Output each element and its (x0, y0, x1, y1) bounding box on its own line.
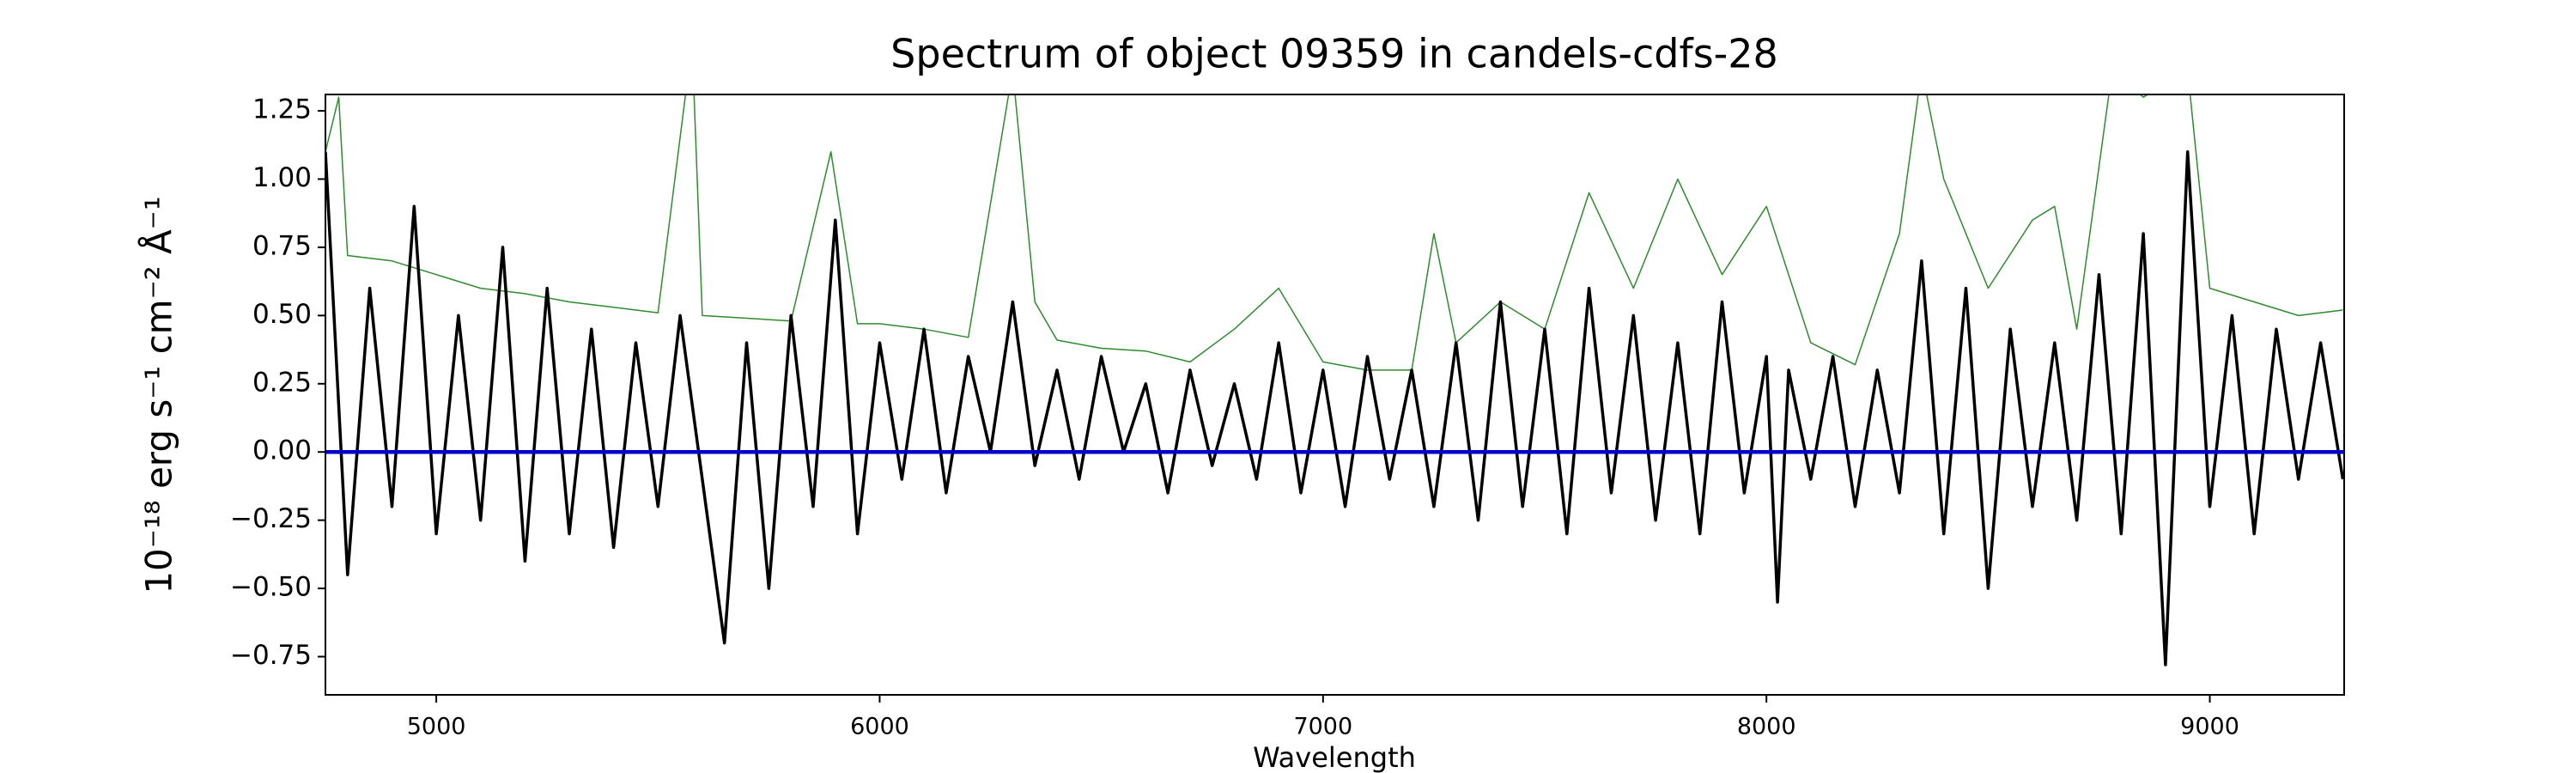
plot-area (325, 94, 2344, 666)
y-tick-label: 0.50 (252, 299, 312, 330)
x-tick-label: 9000 (2180, 714, 2239, 740)
x-tick-label: 5000 (407, 714, 466, 740)
y-tick-label: −0.50 (230, 572, 312, 603)
y-tick-label: 0.75 (252, 230, 312, 261)
x-axis-label: Wavelength (1253, 741, 1416, 773)
x-tick-label: 8000 (1737, 714, 1796, 740)
chart-title: Spectrum of object 09359 in candels-cdfs… (890, 31, 1778, 77)
axes-frame (325, 94, 2345, 696)
spectrum-line (325, 94, 2343, 371)
y-tick-label: 0.25 (252, 367, 312, 398)
y-axis-label: 10⁻¹⁸ erg s⁻¹ cm⁻² Å⁻¹ (137, 196, 180, 593)
y-tick-label: 0.00 (252, 435, 312, 466)
y-tick-label: −0.25 (230, 503, 312, 534)
x-tick-label: 6000 (850, 714, 909, 740)
y-tick-label: 1.25 (252, 94, 312, 125)
spectrum-line (325, 149, 2344, 666)
y-tick-label: −0.75 (230, 640, 312, 671)
y-tick-label: 1.00 (252, 162, 312, 193)
x-tick-label: 7000 (1293, 714, 1352, 740)
